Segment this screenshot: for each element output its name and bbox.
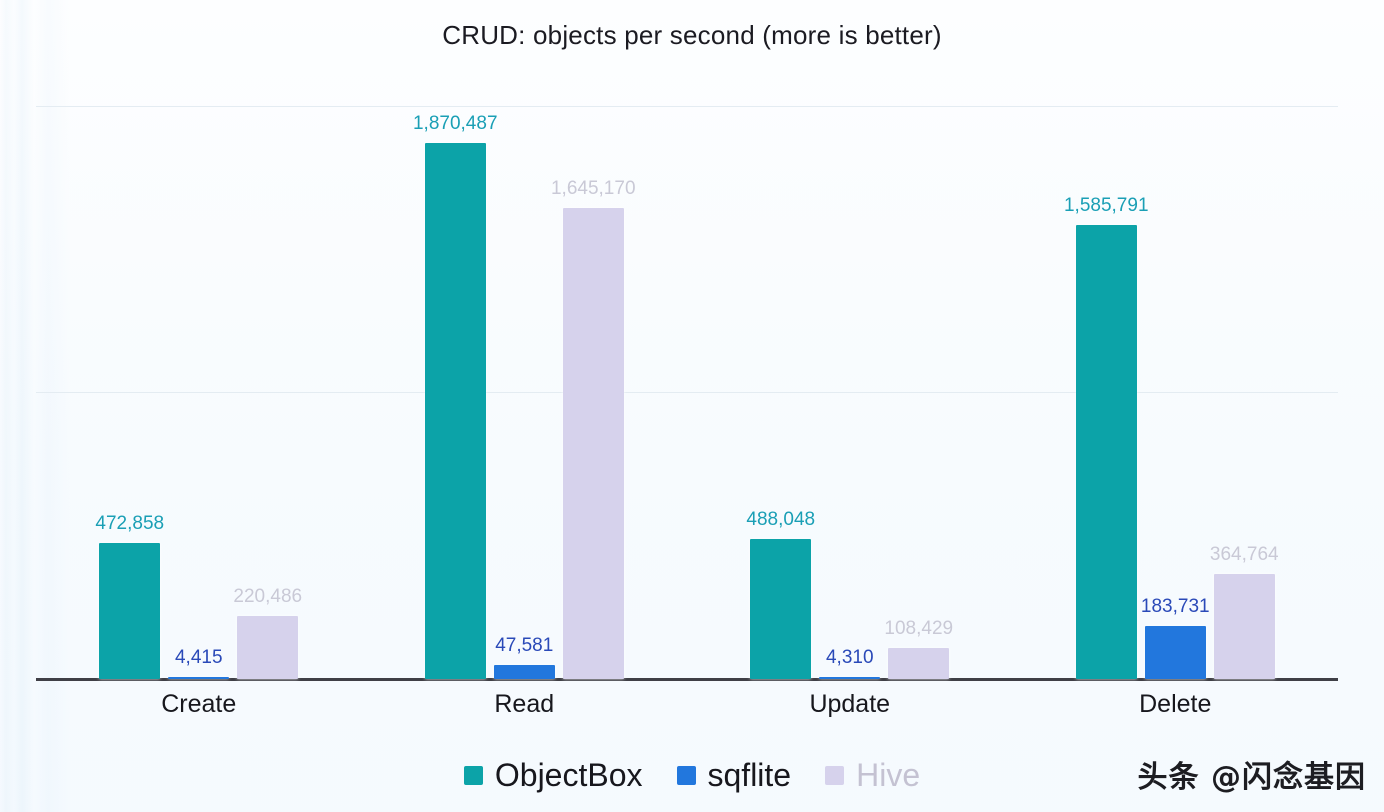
bar-slot-objectbox: 472,858: [95, 60, 164, 679]
bar-value-label-hive-update: 108,429: [884, 618, 954, 639]
gridline-upper: [36, 106, 1338, 107]
bar-objectbox-delete[interactable]: [1075, 225, 1137, 679]
chart-title: CRUD: objects per second (more is better…: [442, 20, 942, 50]
bar-value-label-sqflite-update: 4,310: [825, 647, 874, 668]
x-axis-labels: Create Read Update Delete: [36, 690, 1338, 730]
legend-label-objectbox: ObjectBox: [494, 756, 643, 793]
bar-value-label-objectbox-read: 1,870,487: [412, 113, 498, 134]
bar-value-label-objectbox-delete: 1,585,791: [1063, 195, 1149, 216]
plot-area: 472,858 4,415 220,486 1,870,487 47,581 1,645,…: [36, 60, 1338, 681]
bar-hive-delete[interactable]: [1213, 574, 1275, 679]
bars: 1,870,487 47,581 1,645,170: [362, 60, 688, 679]
legend-item-objectbox[interactable]: ObjectBox: [463, 756, 643, 794]
legend-item-sqflite[interactable]: sqflite: [676, 756, 792, 794]
legend-item-hive[interactable]: Hive: [825, 757, 920, 794]
bar-slot-hive: 1,645,170: [551, 60, 636, 679]
bar-group-create: 472,858 4,415 220,486: [36, 60, 362, 680]
x-tick-create: Create: [161, 690, 237, 718]
bars: 472,858 4,415 220,486: [36, 60, 362, 679]
bar-slot-hive: 364,764: [1210, 60, 1279, 679]
bar-sqflite-create[interactable]: [168, 677, 230, 679]
x-tick-update: Update: [809, 690, 891, 718]
bar-group-update: 488,048 4,310 108,429: [687, 60, 1013, 680]
bars: 488,048 4,310 108,429: [687, 60, 1013, 679]
legend-swatch-objectbox: [463, 765, 483, 785]
x-tick-read: Read: [494, 690, 555, 718]
bar-hive-update[interactable]: [888, 648, 950, 679]
bar-value-label-hive-create: 220,486: [233, 586, 303, 607]
bar-slot-objectbox: 1,585,791: [1064, 60, 1149, 679]
legend-label-hive: Hive: [856, 756, 921, 793]
bar-objectbox-create[interactable]: [99, 543, 161, 679]
bar-value-label-sqflite-read: 47,581: [495, 635, 554, 656]
bar-slot-sqflite: 47,581: [493, 60, 555, 679]
bar-value-label-objectbox-update: 488,048: [746, 509, 816, 530]
bar-slot-hive: 220,486: [233, 60, 302, 679]
bar-slot-sqflite: 4,415: [168, 60, 230, 679]
bar-value-label-sqflite-delete: 183,731: [1140, 596, 1210, 617]
bar-objectbox-update[interactable]: [750, 539, 812, 679]
x-tick-delete: Delete: [1139, 690, 1212, 718]
bar-groups: 472,858 4,415 220,486 1,870,487 47,581 1,645,…: [36, 60, 1338, 680]
legend-label-sqflite: sqflite: [707, 756, 792, 793]
bar-slot-sqflite: 183,731: [1141, 60, 1210, 679]
bars: 1,585,791 183,731 364,764: [1013, 60, 1339, 679]
bar-group-delete: 1,585,791 183,731 364,764: [1013, 60, 1339, 680]
legend-swatch-hive: [825, 765, 845, 785]
bar-slot-hive: 108,429: [884, 60, 953, 679]
bar-group-read: 1,870,487 47,581 1,645,170: [362, 60, 688, 680]
bar-sqflite-read[interactable]: [493, 665, 555, 679]
bar-sqflite-delete[interactable]: [1144, 626, 1206, 679]
bar-slot-objectbox: 1,870,487: [413, 60, 498, 679]
bar-value-label-objectbox-create: 472,858: [95, 513, 165, 534]
bar-slot-objectbox: 488,048: [746, 60, 815, 679]
bar-value-label-hive-read: 1,645,170: [550, 178, 636, 199]
bar-value-label-hive-delete: 364,764: [1209, 544, 1279, 565]
bar-hive-read[interactable]: [562, 208, 624, 679]
legend-swatch-sqflite: [676, 765, 696, 785]
bar-objectbox-read[interactable]: [424, 143, 486, 679]
gridline-lower: [36, 392, 1338, 393]
chart-legend: ObjectBox sqflite Hive: [0, 752, 1384, 798]
bar-sqflite-update[interactable]: [819, 677, 881, 679]
watermark: 头条 @闪念基因: [1137, 760, 1366, 795]
bar-slot-sqflite: 4,310: [819, 60, 881, 679]
x-axis-line: [36, 678, 1338, 681]
bar-value-label-sqflite-create: 4,415: [174, 647, 223, 668]
bar-hive-create[interactable]: [237, 616, 299, 679]
